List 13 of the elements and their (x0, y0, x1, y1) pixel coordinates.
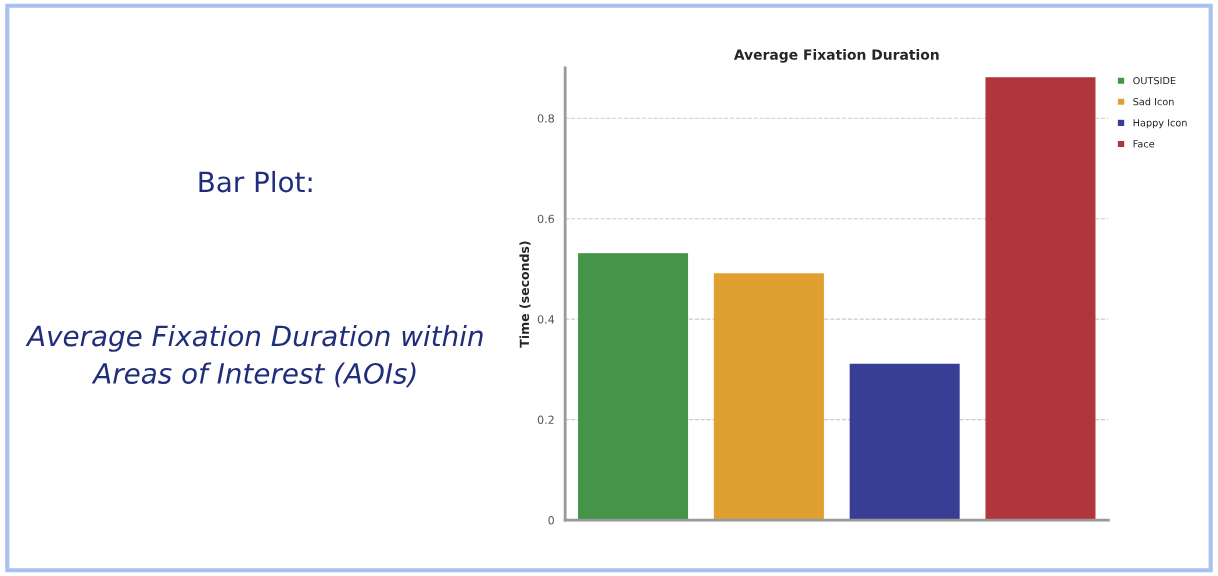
y-tick-label: 0.2 (537, 415, 554, 425)
y-tick-label: 0.4 (537, 315, 555, 324)
y-axis-title: Time (seconds) (519, 241, 531, 348)
chart-title: Average Fixation Duration (733, 49, 939, 63)
y-tick-label: 0.6 (537, 214, 555, 224)
legend-label: Happy Icon (1133, 119, 1187, 129)
text: Average Fixation Duration within Areas of Interest (AOIs) (25, 324, 483, 388)
text: Bar Plot: (199, 170, 312, 193)
y-tick-label: 0.8 (537, 114, 554, 123)
legend-label: OUTSIDE (1133, 76, 1176, 85)
y-tick-label: 0 (548, 516, 554, 525)
legend-label: Face (1133, 140, 1155, 148)
legend-label: Sad Icon (1133, 97, 1174, 106)
